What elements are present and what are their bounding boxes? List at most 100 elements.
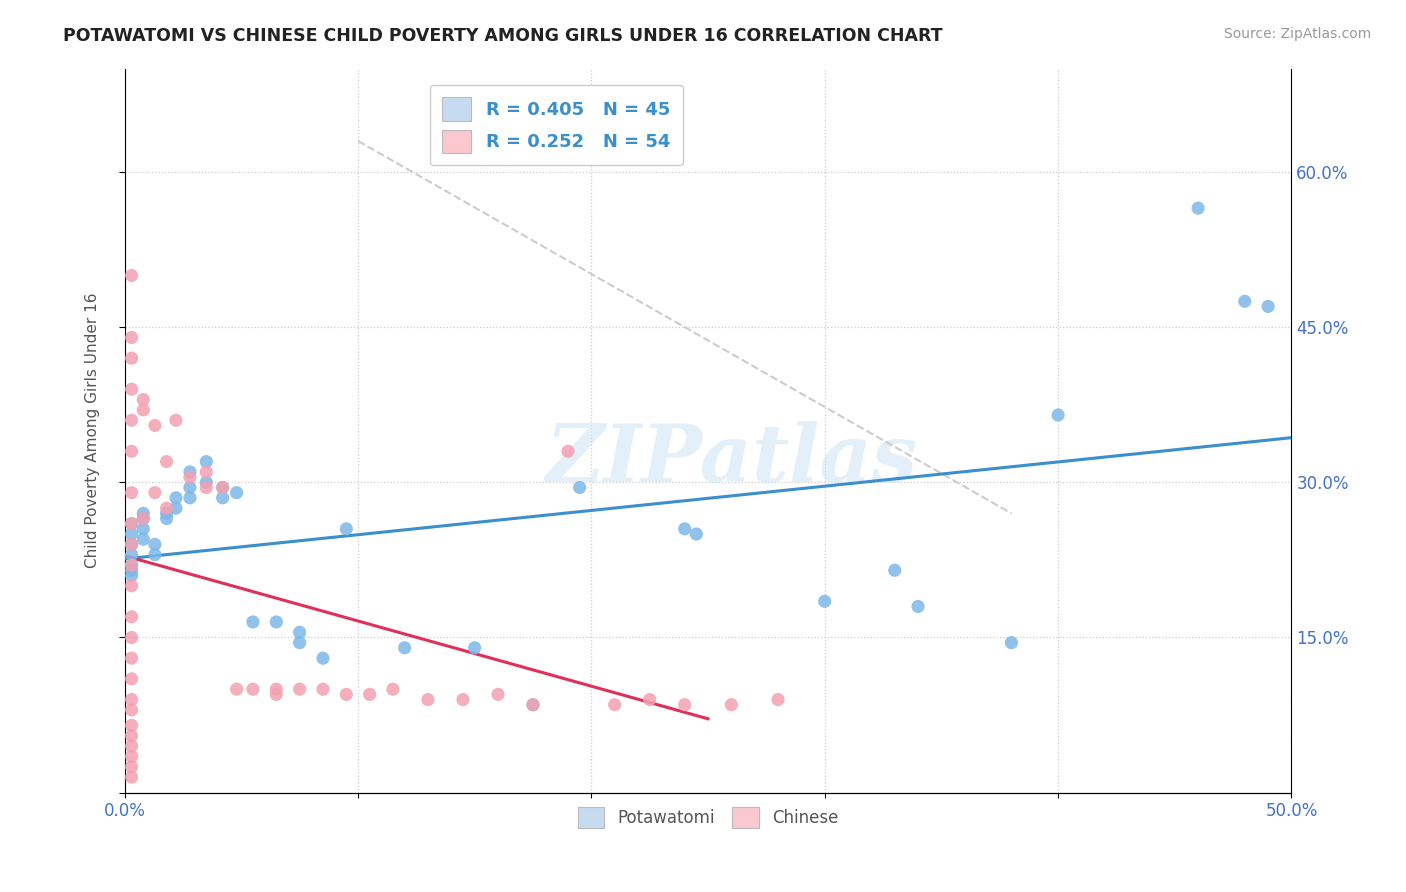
Point	[883, 563, 905, 577]
Point	[673, 698, 696, 712]
Point	[121, 770, 143, 784]
Point	[121, 330, 143, 344]
Point	[225, 485, 247, 500]
Point	[266, 687, 288, 701]
Point	[288, 682, 311, 697]
Point	[288, 635, 311, 649]
Point	[132, 392, 155, 407]
Point	[121, 692, 143, 706]
Point	[312, 651, 335, 665]
Point	[143, 537, 166, 551]
Point	[132, 511, 155, 525]
Point	[179, 470, 201, 484]
Point	[557, 444, 579, 458]
Point	[359, 687, 381, 701]
Point	[121, 382, 143, 396]
Point	[121, 516, 143, 531]
Point	[165, 491, 187, 505]
Point	[814, 594, 837, 608]
Point	[568, 481, 591, 495]
Point	[132, 511, 155, 525]
Legend: Potawatomi, Chinese: Potawatomi, Chinese	[571, 800, 845, 835]
Point	[121, 527, 143, 541]
Y-axis label: Child Poverty Among Girls Under 16: Child Poverty Among Girls Under 16	[86, 293, 100, 568]
Point	[121, 651, 143, 665]
Point	[382, 682, 405, 697]
Point	[720, 698, 742, 712]
Point	[603, 698, 626, 712]
Point	[195, 475, 218, 490]
Point	[195, 481, 218, 495]
Point	[1233, 294, 1256, 309]
Text: Source: ZipAtlas.com: Source: ZipAtlas.com	[1223, 27, 1371, 41]
Point	[266, 615, 288, 629]
Point	[673, 522, 696, 536]
Point	[121, 729, 143, 743]
Point	[685, 527, 707, 541]
Point	[288, 625, 311, 640]
Point	[121, 703, 143, 717]
Point	[1257, 300, 1279, 314]
Point	[1000, 635, 1022, 649]
Text: POTAWATOMI VS CHINESE CHILD POVERTY AMONG GIRLS UNDER 16 CORRELATION CHART: POTAWATOMI VS CHINESE CHILD POVERTY AMON…	[63, 27, 943, 45]
Point	[416, 692, 439, 706]
Point	[121, 739, 143, 753]
Text: ZIPatlas: ZIPatlas	[546, 421, 918, 499]
Point	[132, 522, 155, 536]
Point	[451, 692, 474, 706]
Point	[132, 403, 155, 417]
Point	[121, 568, 143, 582]
Point	[394, 640, 416, 655]
Point	[121, 351, 143, 366]
Point	[156, 501, 179, 516]
Point	[121, 672, 143, 686]
Point	[132, 532, 155, 546]
Point	[121, 558, 143, 572]
Point	[143, 548, 166, 562]
Point	[522, 698, 544, 712]
Point	[638, 692, 661, 706]
Point	[121, 268, 143, 283]
Point	[121, 537, 143, 551]
Point	[211, 491, 233, 505]
Point	[179, 465, 201, 479]
Point	[907, 599, 929, 614]
Point	[121, 444, 143, 458]
Point	[156, 455, 179, 469]
Point	[225, 682, 247, 697]
Point	[312, 682, 335, 697]
Point	[121, 579, 143, 593]
Point	[335, 522, 357, 536]
Point	[486, 687, 509, 701]
Point	[766, 692, 789, 706]
Point	[121, 537, 143, 551]
Point	[211, 481, 233, 495]
Point	[195, 465, 218, 479]
Point	[464, 640, 486, 655]
Point	[179, 481, 201, 495]
Point	[121, 749, 143, 764]
Point	[121, 413, 143, 427]
Point	[242, 682, 264, 697]
Point	[121, 609, 143, 624]
Point	[121, 718, 143, 732]
Point	[266, 682, 288, 697]
Point	[242, 615, 264, 629]
Point	[121, 631, 143, 645]
Point	[132, 506, 155, 520]
Point	[522, 698, 544, 712]
Point	[156, 511, 179, 525]
Point	[143, 418, 166, 433]
Point	[121, 516, 143, 531]
Point	[121, 485, 143, 500]
Point	[143, 485, 166, 500]
Point	[121, 760, 143, 774]
Point	[335, 687, 357, 701]
Point	[1187, 201, 1209, 215]
Point	[195, 455, 218, 469]
Point	[121, 563, 143, 577]
Point	[156, 506, 179, 520]
Point	[1047, 408, 1070, 422]
Point	[165, 501, 187, 516]
Point	[179, 491, 201, 505]
